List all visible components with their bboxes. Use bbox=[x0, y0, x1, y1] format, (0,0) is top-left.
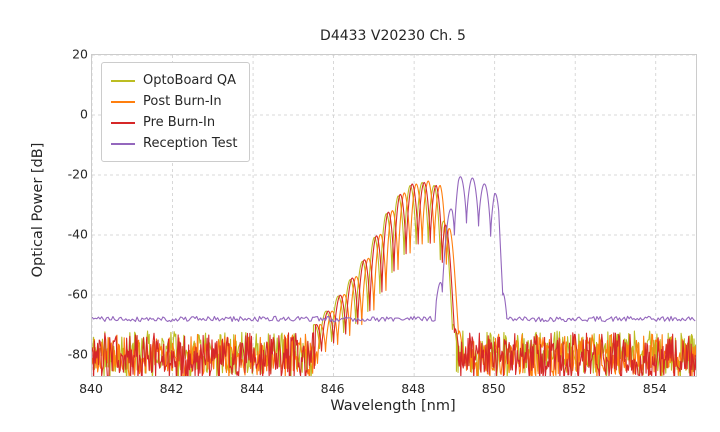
x-tick-label: 840 bbox=[79, 381, 103, 396]
legend-line-swatch bbox=[111, 142, 135, 145]
y-tick-label: 0 bbox=[80, 106, 88, 122]
legend-label: OptoBoard QA bbox=[143, 73, 236, 88]
x-axis-label: Wavelength [nm] bbox=[330, 398, 456, 414]
x-tick-label: 852 bbox=[562, 381, 587, 396]
legend-item: Pre Burn-In bbox=[111, 112, 237, 133]
legend-label: Reception Test bbox=[143, 136, 238, 151]
x-tick-label: 842 bbox=[159, 381, 184, 396]
legend-item: OptoBoard QA bbox=[111, 70, 237, 91]
y-tick-label: -60 bbox=[67, 286, 88, 302]
legend-line-swatch bbox=[111, 100, 135, 103]
y-tick-label: -40 bbox=[67, 226, 88, 242]
y-tick-label: 20 bbox=[72, 46, 88, 62]
y-axis-label: Optical Power [dB] bbox=[30, 142, 46, 278]
legend: OptoBoard QA Post Burn-In Pre Burn-In Recep… bbox=[101, 62, 251, 162]
chart-title: D4433 V20230 Ch. 5 bbox=[320, 28, 466, 44]
x-tick-label: 846 bbox=[320, 381, 345, 396]
y-tick-label: -80 bbox=[67, 346, 88, 362]
legend-line-swatch bbox=[111, 79, 135, 82]
legend-label: Pre Burn-In bbox=[143, 115, 216, 130]
x-tick-label: 848 bbox=[401, 381, 426, 396]
legend-line-swatch bbox=[111, 121, 135, 124]
x-tick-label: 850 bbox=[481, 381, 506, 396]
y-tick-label: -20 bbox=[67, 166, 88, 182]
x-tick-label: 854 bbox=[642, 381, 667, 396]
legend-item: Reception Test bbox=[111, 133, 237, 154]
legend-label: Post Burn-In bbox=[143, 94, 222, 109]
legend-item: Post Burn-In bbox=[111, 91, 237, 112]
x-tick-label: 844 bbox=[240, 381, 264, 396]
